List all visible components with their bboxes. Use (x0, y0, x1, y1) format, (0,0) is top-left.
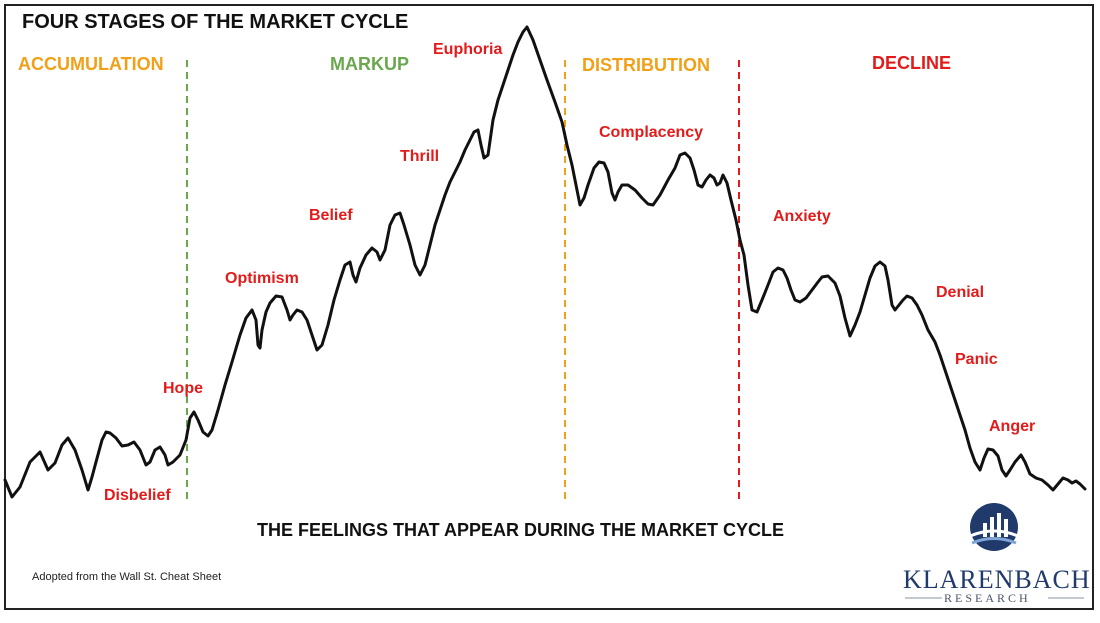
brand-logo: KLARENBACH RESEARCH (903, 503, 1091, 605)
source-credit: Adopted from the Wall St. Cheat Sheet (32, 571, 221, 583)
emotion-label-anger: Anger (989, 418, 1035, 435)
diagram-title: FOUR STAGES OF THE MARKET CYCLE (22, 11, 408, 33)
stage-label-markup: MARKUP (330, 54, 409, 74)
diagram-subtitle: THE FEELINGS THAT APPEAR DURING THE MARK… (257, 520, 784, 540)
emotion-label-hope: Hope (163, 380, 203, 397)
emotion-label-belief: Belief (309, 207, 353, 224)
stage-label-accumulation: ACCUMULATION (18, 54, 164, 74)
stage-label-decline: DECLINE (872, 53, 951, 73)
emotion-label-euphoria: Euphoria (433, 41, 502, 58)
emotion-label-thrill: Thrill (400, 148, 439, 165)
emotion-label-complacency: Complacency (599, 124, 703, 141)
emotion-label-denial: Denial (936, 284, 984, 301)
market-cycle-curve (3, 25, 1087, 499)
emotion-label-anxiety: Anxiety (773, 208, 831, 225)
emotion-label-optimism: Optimism (225, 270, 299, 287)
emotion-label-disbelief: Disbelief (104, 487, 171, 504)
diagram-frame (4, 4, 1094, 610)
brand-name: KLARENBACH (903, 565, 1091, 594)
emotion-label-panic: Panic (955, 351, 998, 368)
stage-label-distribution: DISTRIBUTION (582, 55, 710, 75)
brand-subtitle: RESEARCH (944, 591, 1031, 605)
